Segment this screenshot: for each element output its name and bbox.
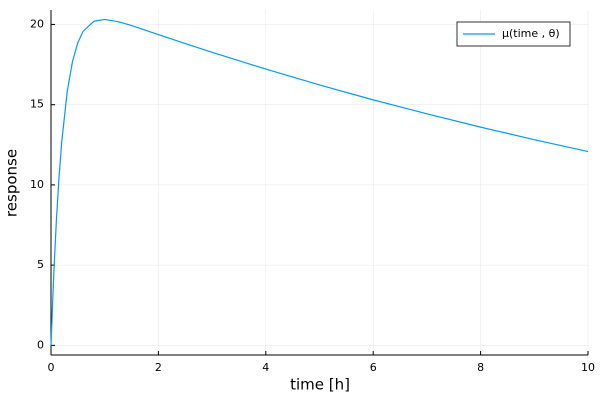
x-tick-label: 0 (48, 361, 55, 374)
y-tick-label: 5 (37, 258, 44, 271)
x-tick-label: 6 (370, 361, 377, 374)
legend-label: μ(time , θ) (502, 27, 560, 40)
y-tick-label: 15 (30, 98, 44, 111)
y-tick-label: 0 (37, 338, 44, 351)
line (50, 18, 589, 346)
y-tick-label: 10 (30, 178, 44, 191)
x-axis-label: time [h] (290, 376, 350, 394)
x-tick-label: 8 (477, 361, 484, 374)
y-axis-label: response (3, 149, 21, 217)
x-tick-label: 2 (155, 361, 162, 374)
y-tick-label: 20 (30, 17, 44, 30)
x-tick-label: 10 (581, 361, 595, 374)
x-tick-label: 4 (262, 361, 269, 374)
